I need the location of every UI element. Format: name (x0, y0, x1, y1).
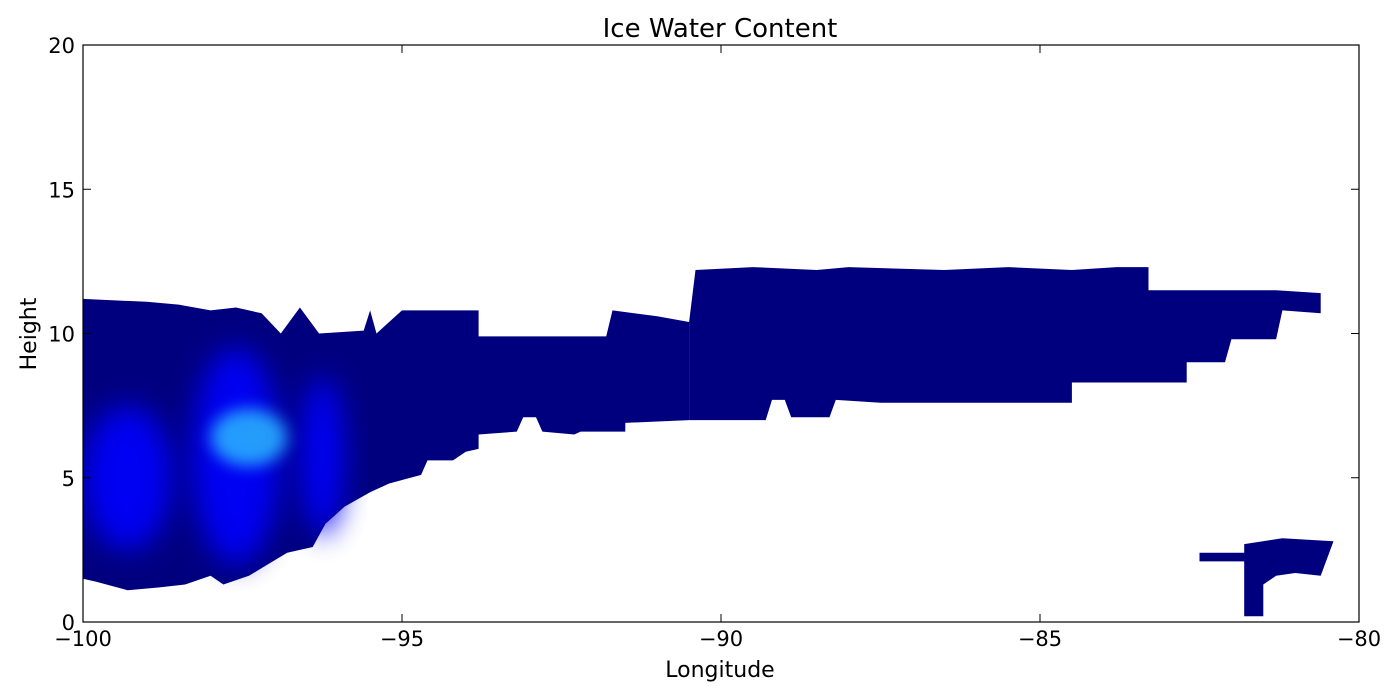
y-tick-label: 5 (62, 467, 75, 491)
y-axis-ticks: 0 5 10 15 20 (48, 34, 1359, 635)
x-tick-label: −85 (1018, 627, 1062, 651)
cloud-region-low-cloud-east (1199, 538, 1334, 617)
x-axis-label: Longitude (665, 658, 774, 683)
chart-title: Ice Water Content (603, 14, 838, 44)
cloud-region-main-cloud-west (83, 298, 690, 591)
x-axis-ticks: −100 −95 −90 −85 −80 (54, 45, 1381, 651)
x-tick-label: −90 (699, 627, 743, 651)
y-tick-label: 0 (62, 611, 75, 635)
plot-area (83, 267, 1334, 617)
x-tick-label: −100 (54, 627, 112, 651)
y-axis-label: Height (17, 297, 42, 370)
y-tick-label: 10 (48, 323, 75, 347)
x-tick-label: −80 (1337, 627, 1381, 651)
intense-regions (83, 347, 345, 565)
y-tick-label: 20 (48, 34, 75, 58)
x-tick-label: −95 (380, 627, 424, 651)
intense-core-eastern (300, 376, 345, 536)
intense-core-western (83, 405, 173, 550)
y-tick-label: 15 (48, 178, 75, 202)
cloud-region-main-cloud-east (689, 267, 1321, 421)
intense-core-peak (210, 408, 288, 467)
